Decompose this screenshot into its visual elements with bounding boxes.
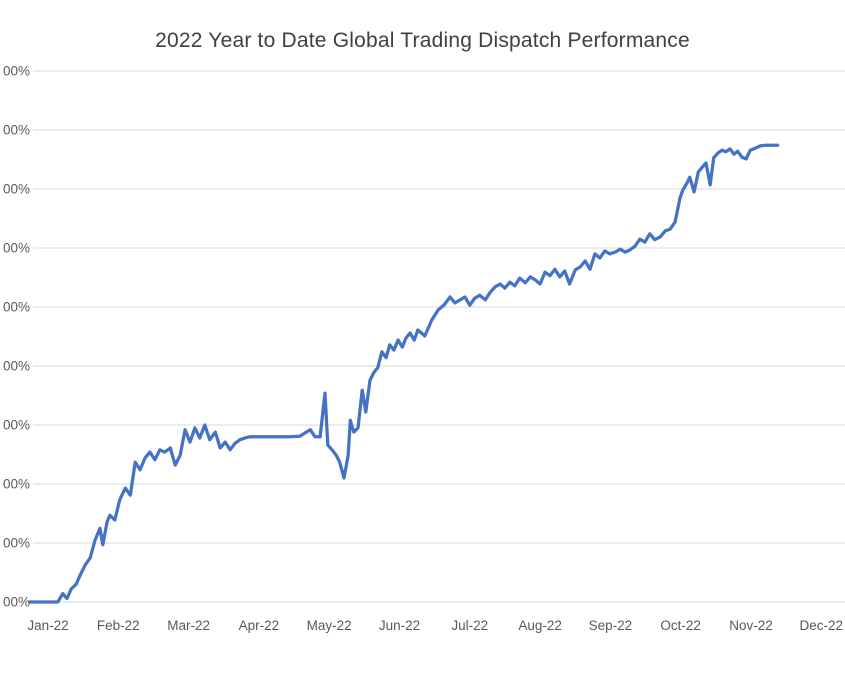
series-line xyxy=(28,143,780,604)
x-axis-tick-label: Apr-22 xyxy=(238,618,280,633)
y-axis-tick-label: 00% xyxy=(2,63,30,79)
y-axis-tick-label: 00% xyxy=(2,181,30,197)
y-axis-tick-label: 00% xyxy=(2,358,30,374)
x-axis-tick-label: Sep-22 xyxy=(588,618,633,633)
x-axis-tick-label: Feb-22 xyxy=(96,618,140,633)
x-axis-tick-label: Jan-22 xyxy=(27,618,69,633)
x-axis-tick-label: Oct-22 xyxy=(660,618,701,633)
x-axis-tick-label: May-22 xyxy=(306,618,352,633)
y-axis-tick-label: 00% xyxy=(2,299,30,315)
y-axis-tick-label: 00% xyxy=(2,535,30,551)
x-axis-tick-label: Mar-22 xyxy=(167,618,210,633)
y-axis-tick-label: 00% xyxy=(2,476,30,492)
y-axis-tick-label: 00% xyxy=(2,417,30,433)
y-axis-tick-label: 00% xyxy=(2,122,30,138)
x-axis-tick-label: Aug-22 xyxy=(518,618,562,633)
y-axis-tick-label: 00% xyxy=(2,240,30,256)
y-axis-tick-label: 00% xyxy=(2,594,30,610)
x-axis-tick-label: Jul-22 xyxy=(451,618,489,633)
chart-title: 2022 Year to Date Global Trading Dispatc… xyxy=(155,29,690,52)
x-axis-tick-label: Dec-22 xyxy=(799,618,844,633)
x-axis-tick-label: Nov-22 xyxy=(729,618,773,633)
x-axis-tick-label: Jun-22 xyxy=(378,618,421,633)
